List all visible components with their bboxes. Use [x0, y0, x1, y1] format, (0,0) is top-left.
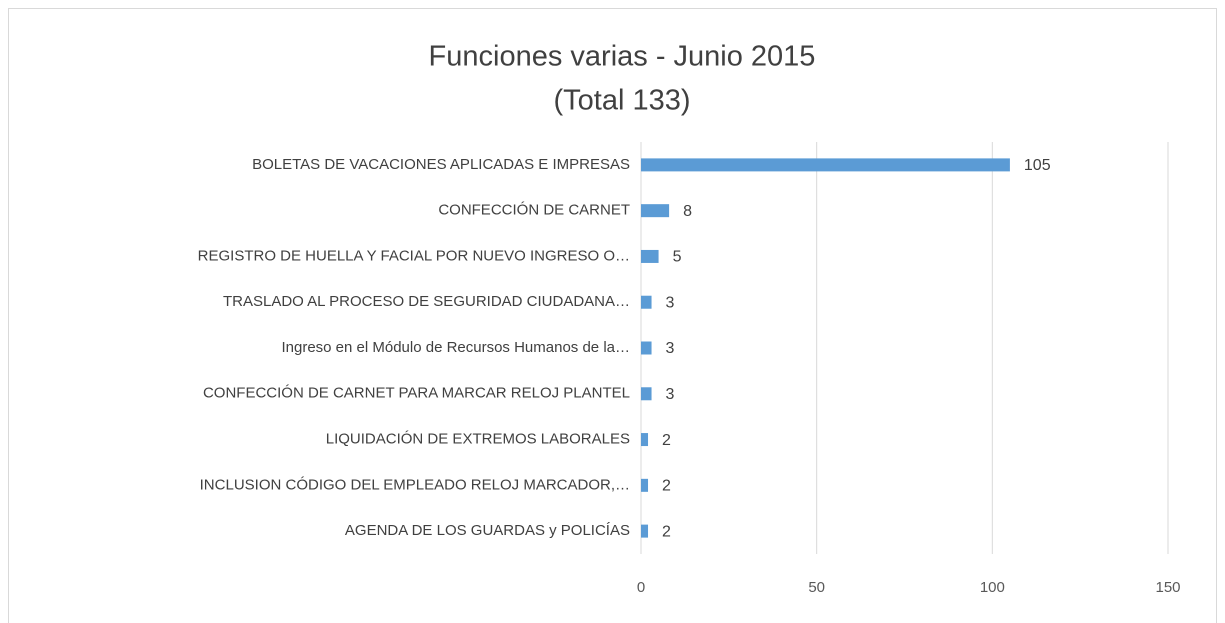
bar — [641, 387, 652, 401]
data-label: 3 — [666, 294, 675, 311]
data-label: 5 — [673, 249, 682, 266]
x-tick-label: 0 — [637, 579, 645, 596]
data-label: 2 — [662, 523, 671, 540]
bar — [641, 341, 652, 355]
data-label: 105 — [1024, 157, 1051, 174]
chart-title: Funciones varias - Junio 2015 — [429, 41, 816, 73]
data-label: 8 — [683, 203, 692, 220]
data-label: 3 — [666, 386, 675, 403]
y-tick-label: CONFECCIÓN DE CARNET — [438, 202, 630, 219]
data-label: 3 — [666, 340, 675, 357]
y-tick-label: AGENDA DE LOS GUARDAS y POLICÍAS — [345, 522, 630, 539]
x-tick-label: 50 — [808, 579, 825, 596]
bar — [641, 295, 652, 309]
chart-border — [8, 8, 1217, 623]
bar — [641, 158, 1010, 172]
chart-subtitle: (Total 133) — [553, 85, 690, 117]
data-label: 2 — [662, 432, 671, 449]
y-tick-label: TRASLADO AL PROCESO DE SEGURIDAD CIUDADA… — [223, 293, 630, 310]
bar — [641, 524, 649, 538]
bar — [641, 204, 670, 218]
bar — [641, 249, 659, 263]
y-tick-label: LIQUIDACIÓN DE EXTREMOS LABORALES — [326, 431, 630, 448]
y-tick-label: BOLETAS DE VACACIONES APLICADAS E IMPRES… — [252, 156, 630, 173]
y-tick-label: Ingreso en el Módulo de Recursos Humanos… — [281, 339, 630, 356]
x-tick-label: 150 — [1155, 579, 1180, 596]
bar — [641, 478, 649, 492]
y-tick-label: REGISTRO DE HUELLA Y FACIAL POR NUEVO IN… — [198, 247, 630, 264]
x-tick-label: 100 — [980, 579, 1005, 596]
y-tick-label: INCLUSION CÓDIGO DEL EMPLEADO RELOJ MARC… — [200, 476, 630, 493]
data-label: 2 — [662, 478, 671, 495]
bar — [641, 433, 649, 447]
y-tick-label: CONFECCIÓN DE CARNET PARA MARCAR RELOJ P… — [203, 385, 630, 402]
